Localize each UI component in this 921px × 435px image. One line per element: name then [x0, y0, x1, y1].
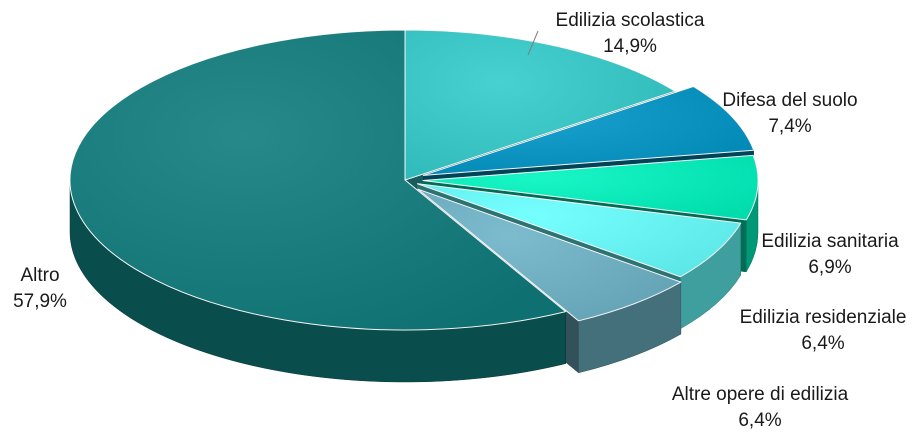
slice-label-name: Altre opere di edilizia: [671, 384, 849, 405]
slice-label-name: Altro: [20, 265, 60, 286]
slice-shine-edilizia-scolastica: [405, 30, 675, 180]
slice-label-value: 57,9%: [13, 291, 67, 312]
slice-label-value: 14,9%: [603, 36, 657, 57]
leader-line-edilizia-scolastica: [527, 30, 539, 56]
slice-label-edilizia-scolastica: Edilizia scolastica 14,9%: [530, 8, 730, 60]
slice-label-name: Edilizia sanitaria: [761, 231, 899, 252]
slice-shine-altre-opere-di-edilizia: [417, 189, 681, 321]
slice-label-value: 6,4%: [738, 410, 782, 431]
slice-label-difesa-del-suolo: Difesa del suolo 7,4%: [680, 88, 900, 140]
slice-label-value: 6,9%: [808, 257, 852, 278]
slice-label-edilizia-sanitaria: Edilizia sanitaria 6,9%: [730, 229, 921, 281]
slice-label-name: Edilizia scolastica: [555, 10, 705, 31]
slice-label-name: Difesa del suolo: [722, 90, 858, 111]
slice-shine-edilizia-sanitaria: [422, 155, 758, 220]
slice-shine-altro: [70, 30, 566, 331]
slice-label-name: Edilizia residenziale: [739, 307, 907, 328]
slice-label-altre-opere-di-edilizia: Altre opere di edilizia 6,4%: [650, 382, 870, 434]
slice-shine-edilizia-residenziale: [417, 183, 741, 277]
slice-label-value: 7,4%: [768, 116, 812, 137]
slice-tops: [69, 29, 759, 331]
slice-shine-difesa-del-suolo: [423, 86, 754, 176]
slice-label-edilizia-residenziale: Edilizia residenziale 6,4%: [718, 305, 921, 357]
slice-label-altro: Altro 57,9%: [0, 263, 80, 315]
slice-label-value: 6,4%: [801, 333, 845, 354]
